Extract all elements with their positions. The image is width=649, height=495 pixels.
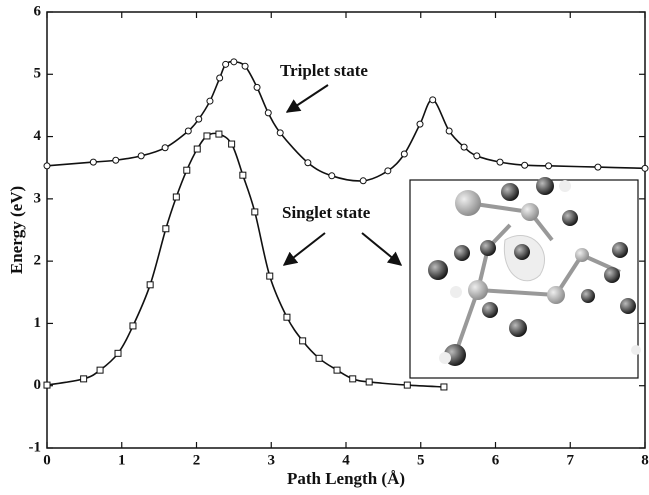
point — [44, 382, 50, 388]
point — [329, 173, 335, 179]
x-tick-label: 1 — [118, 452, 126, 468]
point — [231, 59, 237, 65]
point — [284, 314, 290, 320]
point — [401, 151, 407, 157]
point — [277, 130, 283, 136]
point — [446, 128, 452, 134]
point — [113, 157, 119, 163]
point — [334, 367, 340, 373]
point — [595, 164, 601, 170]
point — [300, 338, 306, 344]
point — [385, 168, 391, 174]
x-tick-label: 2 — [193, 452, 201, 468]
point — [90, 159, 96, 165]
point — [173, 194, 179, 200]
point — [216, 131, 222, 137]
point — [350, 376, 356, 382]
point — [194, 146, 200, 152]
point — [316, 355, 322, 361]
point — [138, 153, 144, 159]
point — [130, 323, 136, 329]
point — [97, 367, 103, 373]
y-tick-label: -1 — [29, 439, 42, 455]
y-tick-label: 3 — [34, 190, 42, 206]
series-line — [47, 133, 444, 387]
point — [546, 163, 552, 169]
point — [44, 163, 50, 169]
singlet-annotation: Singlet state — [282, 203, 371, 222]
point — [229, 141, 235, 147]
point — [115, 350, 121, 356]
point — [81, 376, 87, 382]
x-axis-title: Path Length (Å) — [287, 469, 405, 488]
point — [207, 98, 213, 104]
point — [204, 133, 210, 139]
point — [252, 209, 258, 215]
point — [497, 159, 503, 165]
arrows — [284, 85, 401, 265]
point — [184, 167, 190, 173]
point — [242, 63, 248, 69]
point — [441, 384, 447, 390]
y-tick-label: 1 — [34, 315, 42, 331]
point — [305, 160, 311, 166]
point — [147, 282, 153, 288]
y-tick-label: 6 — [34, 3, 42, 19]
point — [404, 382, 410, 388]
point — [217, 75, 223, 81]
triplet-annotation: Triplet state — [280, 61, 368, 80]
y-tick-label: 5 — [34, 66, 42, 82]
point — [185, 128, 191, 134]
point — [461, 144, 467, 150]
x-tick-label: 8 — [641, 452, 649, 468]
point — [360, 178, 366, 184]
point — [430, 97, 436, 103]
y-tick-label: 0 — [34, 377, 42, 393]
y-axis-title: Energy (eV) — [7, 186, 26, 274]
point — [642, 165, 648, 171]
point — [163, 226, 169, 232]
point — [267, 273, 273, 279]
molecule-inset — [410, 177, 641, 378]
chart: Path Length (Å) Energy (eV) Triplet stat… — [0, 0, 649, 495]
x-tick-label: 6 — [492, 452, 500, 468]
point — [522, 162, 528, 168]
point — [474, 153, 480, 159]
x-tick-label: 7 — [567, 452, 575, 468]
point — [196, 116, 202, 122]
point — [254, 84, 260, 90]
point — [417, 121, 423, 127]
point — [265, 110, 271, 116]
y-tick-label: 2 — [34, 253, 42, 269]
x-tick-label: 0 — [43, 452, 51, 468]
point — [162, 145, 168, 151]
x-tick-label: 5 — [417, 452, 425, 468]
x-tick-label: 3 — [268, 452, 276, 468]
point — [223, 61, 229, 67]
y-tick-label: 4 — [34, 128, 42, 144]
x-tick-label: 4 — [342, 452, 350, 468]
point — [240, 172, 246, 178]
point — [366, 379, 372, 385]
